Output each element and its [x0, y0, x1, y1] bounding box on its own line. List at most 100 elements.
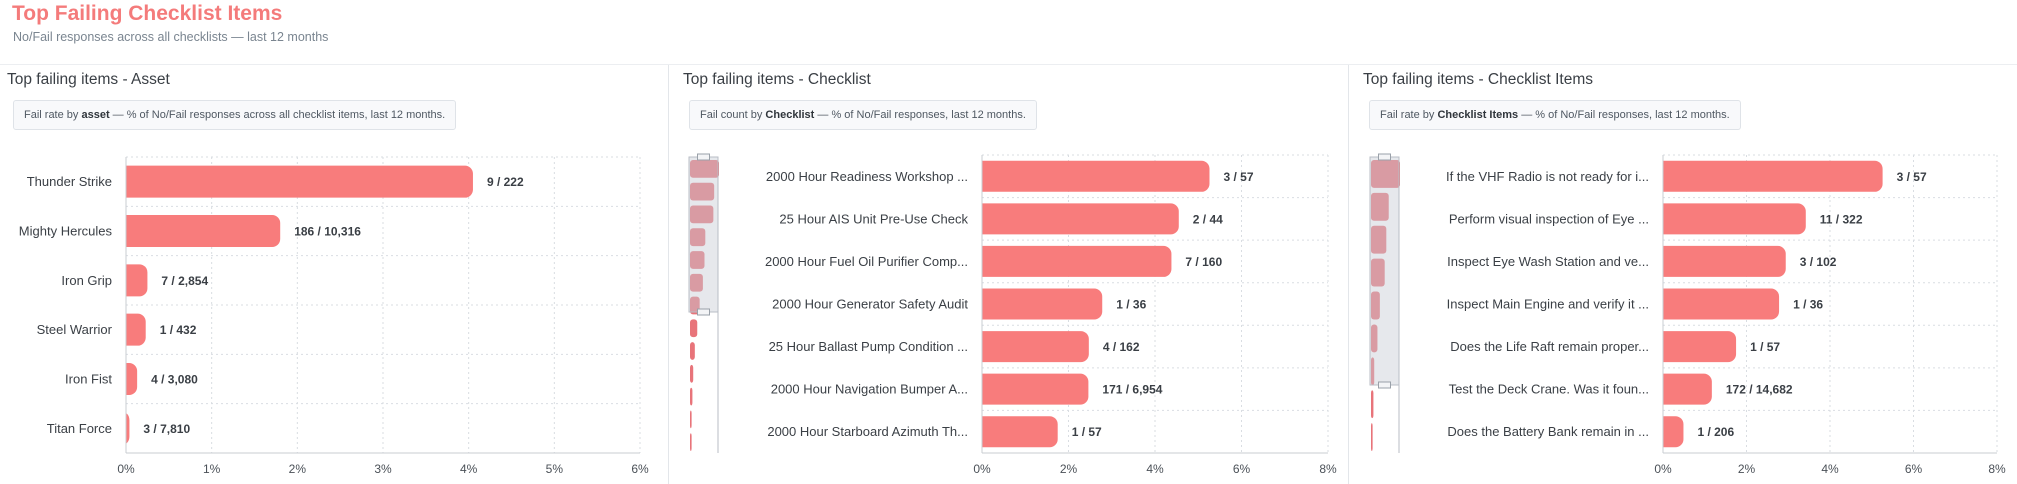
- navigator-bar: [690, 160, 719, 178]
- panel-title: Top failing items - Checklist Items: [1363, 71, 1593, 88]
- x-tick-label: 6%: [1905, 462, 1923, 476]
- data-label: 3 / 102: [1800, 255, 1837, 269]
- category-label: 2000 Hour Starboard Azimuth Th...: [767, 424, 968, 439]
- x-tick-label: 5%: [546, 462, 564, 476]
- bar: [974, 160, 1210, 192]
- bar-mask: [973, 287, 982, 321]
- data-label: 1 / 36: [1116, 298, 1146, 312]
- bar: [974, 416, 1058, 448]
- category-label: Thunder Strike: [27, 174, 112, 189]
- panel-title: Top failing items - Checklist: [683, 71, 871, 88]
- x-tick-label: 1%: [203, 462, 221, 476]
- x-tick-label: 0%: [973, 462, 991, 476]
- x-tick-label: 2%: [1060, 462, 1078, 476]
- navigator-handle: [697, 153, 710, 161]
- checklist-bar-chart: 0% 2% 4% 6% 8% 2000 Hour Readiness Workshop .…: [688, 153, 1337, 476]
- x-tick-label: 2%: [1738, 462, 1756, 476]
- bar-mask: [1654, 287, 1663, 321]
- note-prefix: Fail count by: [700, 109, 766, 121]
- x-tick-label: 6%: [631, 462, 649, 476]
- panel-asset: Top failing items - Asset Fail rate by a…: [0, 65, 668, 484]
- data-label: 3 / 7,810: [143, 422, 190, 436]
- x-tick-label: 6%: [1233, 462, 1251, 476]
- note-prefix: Fail rate by: [24, 109, 82, 121]
- category-label: Iron Fist: [65, 372, 112, 387]
- bar-mask: [117, 164, 126, 199]
- bar: [974, 331, 1089, 363]
- panel-title: Top failing items - Asset: [7, 71, 170, 88]
- data-label: 3 / 57: [1897, 170, 1927, 184]
- bar-mask: [1654, 159, 1663, 193]
- category-label: 2000 Hour Readiness Workshop ...: [766, 169, 968, 184]
- page-subtitle: No/Fail responses across all checklists …: [13, 30, 329, 44]
- data-label: 186 / 10,316: [294, 225, 361, 239]
- bar-mask: [973, 244, 982, 278]
- category-label: If the VHF Radio is not ready for i...: [1446, 169, 1649, 184]
- bar-mask: [973, 330, 982, 364]
- navigator-bar: [1371, 390, 1374, 419]
- panel-checklist-items: Top failing items - Checklist Items Fail…: [1356, 65, 2017, 484]
- navigator-handle: [1378, 153, 1391, 161]
- x-tick-label: 4%: [1146, 462, 1164, 476]
- panel-divider: [668, 65, 669, 484]
- category-label: Does the Life Raft remain proper...: [1450, 339, 1649, 354]
- category-label: Test the Deck Crane. Was it foun...: [1449, 382, 1649, 397]
- navigator-bar: [690, 205, 714, 224]
- x-tick-label: 8%: [1988, 462, 2006, 476]
- bar-mask: [117, 362, 126, 396]
- navigator-bar: [690, 387, 693, 406]
- data-label: 2 / 44: [1193, 212, 1223, 226]
- bar-mask: [117, 312, 126, 347]
- category-label: Iron Grip: [61, 273, 112, 288]
- navigator-handle: [1378, 381, 1391, 389]
- bar: [1655, 373, 1712, 405]
- data-label: 4 / 3,080: [151, 373, 198, 387]
- navigator-scrollbar[interactable]: [1369, 153, 1400, 453]
- category-label: Inspect Eye Wash Station and ve...: [1447, 254, 1649, 269]
- data-label: 1 / 36: [1793, 298, 1823, 312]
- category-label: 2000 Hour Generator Safety Audit: [772, 297, 968, 312]
- x-tick-label: 4%: [1821, 462, 1839, 476]
- navigator-bar: [690, 433, 692, 451]
- category-label: 25 Hour Ballast Pump Condition ...: [769, 339, 968, 354]
- navigator-bar: [690, 273, 703, 292]
- navigator-bar: [690, 319, 698, 338]
- category-label: Does the Battery Bank remain in ...: [1447, 424, 1649, 439]
- bar: [1655, 288, 1780, 320]
- category-label: Steel Warrior: [37, 322, 113, 337]
- note-suffix: — % of No/Fail responses across all chec…: [109, 109, 446, 121]
- page-header: Top Failing Checklist Items No/Fail resp…: [12, 0, 2002, 64]
- navigator-bar: [690, 182, 715, 201]
- bar: [118, 165, 473, 198]
- x-tick-label: 0%: [117, 462, 135, 476]
- data-label: 3 / 57: [1223, 170, 1253, 184]
- navigator-window: [688, 156, 719, 313]
- category-label: Inspect Main Engine and verify it ...: [1447, 297, 1649, 312]
- category-label: 2000 Hour Fuel Oil Purifier Comp...: [765, 254, 968, 269]
- navigator-bar: [1371, 225, 1387, 254]
- data-label: 1 / 206: [1697, 425, 1734, 439]
- navigator-bar: [1371, 324, 1378, 353]
- panel-note: Fail rate by asset — % of No/Fail respon…: [13, 100, 457, 130]
- bar-mask: [973, 159, 982, 193]
- note-prefix: Fail rate by: [1380, 109, 1438, 121]
- navigator-bar: [1371, 357, 1375, 386]
- x-tick-label: 8%: [1319, 462, 1337, 476]
- category-label: 2000 Hour Navigation Bumper A...: [771, 382, 968, 397]
- note-bold: Checklist: [765, 109, 815, 121]
- asset-bar-chart: 0% 1% 2% 3% 4% 5% 6% Thunder Strike 9 / 222 Might…: [19, 156, 649, 476]
- data-label: 7 / 2,854: [161, 274, 208, 288]
- x-tick-label: 0%: [1654, 462, 1672, 476]
- category-label: Perform visual inspection of Eye ...: [1449, 211, 1649, 226]
- category-label: Titan Force: [47, 421, 112, 436]
- navigator-window: [1369, 156, 1400, 386]
- navigator-scrollbar[interactable]: [688, 153, 719, 453]
- navigator-bar: [1371, 423, 1373, 451]
- navigator-bar: [1371, 291, 1380, 320]
- data-label: 1 / 432: [160, 323, 197, 337]
- bar-mask: [117, 263, 126, 298]
- navigator-bar: [1371, 258, 1385, 287]
- panel-note: Fail rate by Checklist Items — % of No/F…: [1369, 100, 1741, 130]
- x-tick-label: 2%: [289, 462, 307, 476]
- bar: [1655, 331, 1737, 363]
